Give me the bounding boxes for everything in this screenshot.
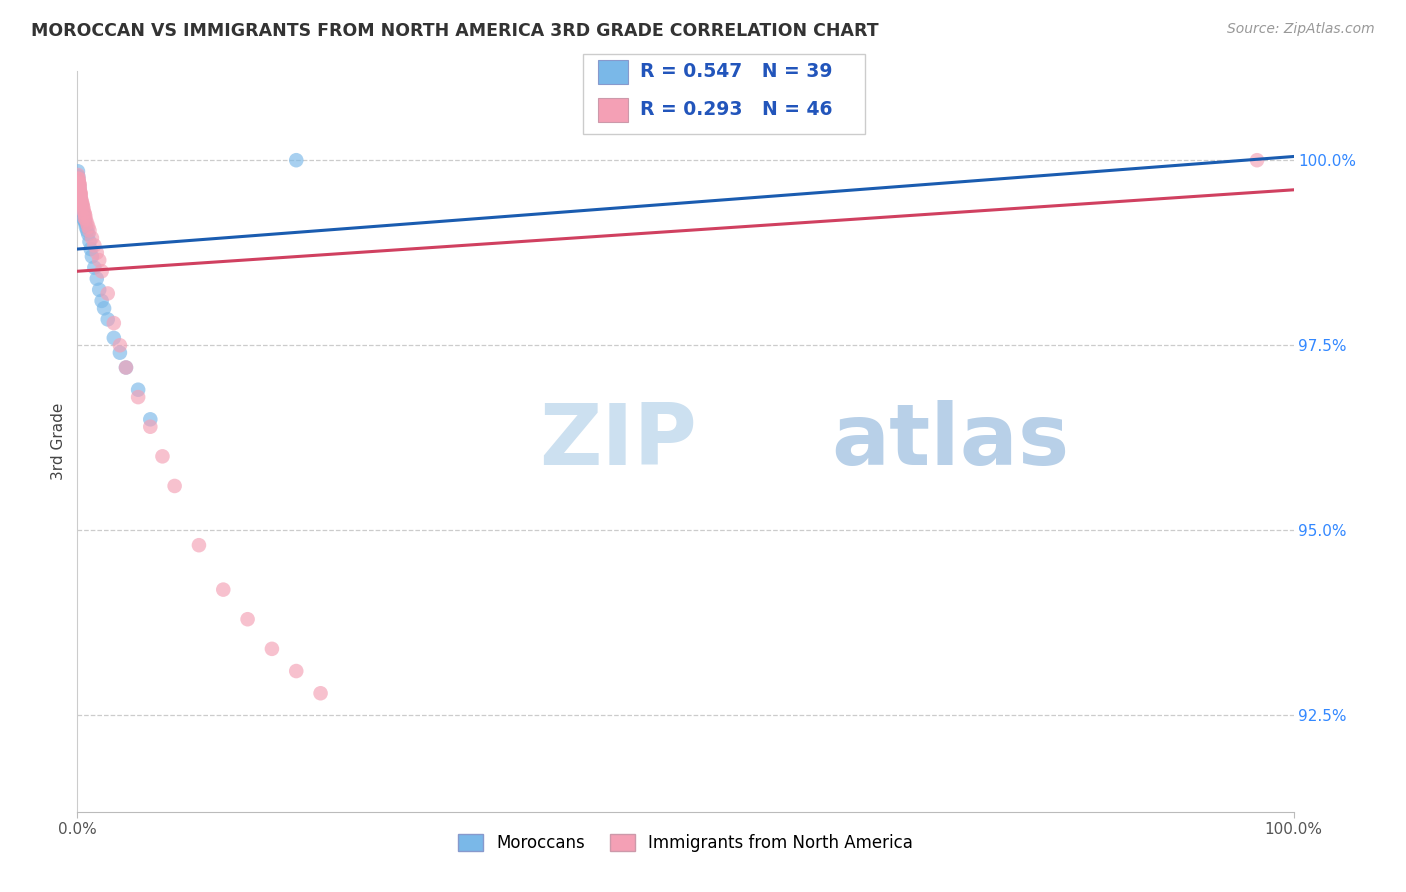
- Point: [67, 169, 90, 184]
- Point: [79, 223, 101, 237]
- Point: [72, 202, 94, 216]
- Point: [70, 196, 93, 211]
- Point: [69, 186, 91, 201]
- Point: [89, 283, 111, 297]
- Point: [69, 181, 91, 195]
- Point: [1246, 153, 1268, 168]
- Point: [152, 450, 174, 464]
- Point: [69, 186, 91, 201]
- Point: [212, 582, 235, 597]
- Point: [69, 186, 91, 201]
- Point: [76, 223, 98, 237]
- Point: [108, 338, 131, 352]
- Point: [72, 205, 94, 219]
- Point: [86, 245, 108, 260]
- Point: [188, 538, 211, 552]
- Point: [77, 227, 100, 242]
- Point: [80, 250, 103, 264]
- Point: [70, 192, 93, 206]
- Point: [69, 188, 91, 202]
- Point: [97, 286, 120, 301]
- Point: [103, 316, 125, 330]
- Y-axis label: 3rd Grade: 3rd Grade: [51, 403, 66, 480]
- Text: R = 0.547   N = 39: R = 0.547 N = 39: [640, 62, 832, 81]
- Point: [73, 206, 96, 220]
- Text: MOROCCAN VS IMMIGRANTS FROM NORTH AMERICA 3RD GRADE CORRELATION CHART: MOROCCAN VS IMMIGRANTS FROM NORTH AMERIC…: [31, 22, 879, 40]
- Point: [97, 312, 120, 326]
- Point: [69, 179, 91, 194]
- Point: [72, 209, 94, 223]
- Point: [75, 219, 97, 234]
- Point: [115, 360, 138, 375]
- Point: [69, 194, 91, 208]
- Point: [115, 360, 138, 375]
- Legend: Moroccans, Immigrants from North America: Moroccans, Immigrants from North America: [451, 828, 920, 859]
- Point: [72, 199, 94, 213]
- Point: [127, 390, 149, 404]
- Point: [70, 197, 93, 211]
- Point: [236, 612, 259, 626]
- Point: [77, 219, 100, 234]
- Point: [70, 196, 93, 211]
- Point: [75, 216, 97, 230]
- Point: [69, 184, 91, 198]
- Point: [69, 192, 91, 206]
- Point: [86, 271, 108, 285]
- Point: [73, 212, 96, 227]
- Point: [309, 686, 332, 700]
- Point: [285, 153, 308, 168]
- Point: [90, 293, 112, 308]
- Point: [70, 203, 93, 218]
- Point: [73, 205, 96, 219]
- Point: [108, 345, 131, 359]
- Point: [127, 383, 149, 397]
- Point: [139, 419, 162, 434]
- Text: Source: ZipAtlas.com: Source: ZipAtlas.com: [1227, 22, 1375, 37]
- Point: [163, 479, 186, 493]
- Point: [73, 214, 96, 228]
- Point: [67, 171, 90, 186]
- Point: [67, 174, 90, 188]
- Point: [285, 664, 308, 678]
- Point: [66, 164, 89, 178]
- Point: [139, 412, 162, 426]
- Text: R = 0.293   N = 46: R = 0.293 N = 46: [640, 100, 832, 120]
- Point: [67, 177, 90, 191]
- Text: atlas: atlas: [831, 400, 1070, 483]
- Point: [83, 238, 105, 252]
- Point: [69, 190, 91, 204]
- Point: [67, 176, 90, 190]
- Point: [70, 202, 93, 216]
- Point: [72, 206, 94, 220]
- Point: [70, 194, 93, 208]
- Point: [67, 179, 90, 194]
- Point: [66, 168, 89, 182]
- Point: [69, 183, 91, 197]
- Point: [80, 231, 103, 245]
- Point: [79, 235, 101, 249]
- Point: [67, 171, 90, 186]
- Point: [83, 260, 105, 275]
- Text: ZIP: ZIP: [540, 400, 697, 483]
- Point: [103, 331, 125, 345]
- Point: [80, 242, 103, 256]
- Point: [76, 216, 98, 230]
- Point: [93, 301, 115, 316]
- Point: [75, 209, 97, 223]
- Point: [90, 264, 112, 278]
- Point: [67, 177, 90, 191]
- Point: [70, 197, 93, 211]
- Point: [89, 253, 111, 268]
- Point: [260, 641, 283, 656]
- Point: [75, 212, 97, 227]
- Point: [70, 199, 93, 213]
- Point: [73, 211, 96, 225]
- Point: [69, 177, 91, 191]
